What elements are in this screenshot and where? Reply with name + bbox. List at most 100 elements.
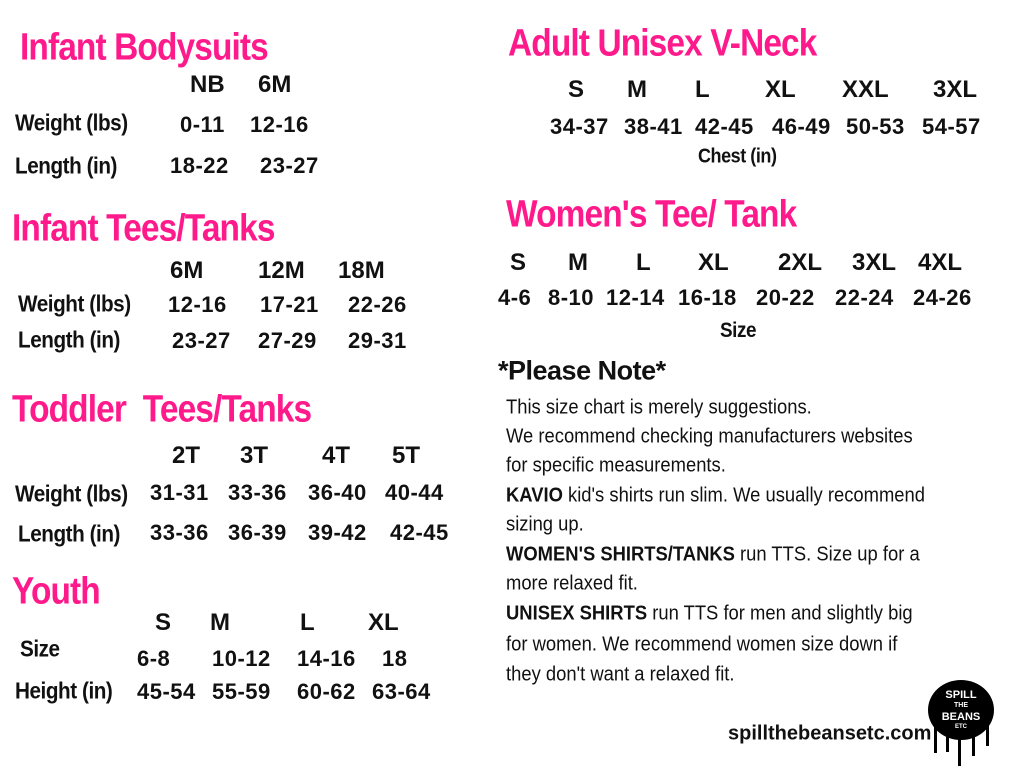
size-header: 12M — [258, 257, 305, 284]
row-label: Height (in) — [15, 677, 113, 704]
note-text: they don't want a relaxed fit. — [506, 663, 735, 686]
toddler-title: Toddler Tees/Tanks — [12, 388, 312, 431]
cell: 50-53 — [846, 114, 905, 139]
cell: 6-8 — [137, 646, 171, 671]
note-text: sizing up. — [506, 513, 584, 536]
cell: 22-24 — [835, 285, 894, 310]
cell: 42-45 — [695, 114, 754, 139]
row-label: Weight (lbs) — [15, 109, 128, 136]
size-header: 18M — [338, 257, 385, 284]
size-header: S — [568, 76, 585, 103]
unit-label: Size — [720, 319, 757, 342]
logo-drip — [946, 730, 949, 752]
size-header: XL — [368, 609, 399, 636]
youth-title: Youth — [12, 570, 101, 613]
note-text: for women. We recommend women size down … — [506, 633, 898, 656]
note-line: sizing up. — [506, 514, 584, 537]
size-header: L — [300, 609, 315, 636]
note-text: more relaxed fit. — [506, 572, 638, 595]
size-header: XL — [765, 76, 796, 103]
note-text: kid's shirts run slim. We usually recomm… — [562, 484, 926, 507]
note-emphasis: KAVIO — [506, 484, 563, 507]
cell: 12-16 — [168, 292, 227, 317]
size-header: XXL — [842, 76, 889, 103]
row-label: Weight (lbs) — [15, 480, 128, 507]
size-header: 6M — [170, 257, 204, 284]
cell: 46-49 — [772, 114, 831, 139]
cell: 20-22 — [756, 285, 815, 310]
logo-drip — [986, 726, 989, 746]
note-line: KAVIO kid's shirts run slim. We usually … — [506, 485, 925, 508]
size-header: M — [210, 609, 230, 636]
womens-title: Women's Tee/ Tank — [506, 193, 797, 236]
logo-drip — [958, 728, 961, 766]
cell: 12-14 — [606, 285, 665, 310]
note-text: run TTS for men and slightly big — [647, 602, 913, 625]
cell: 42-45 — [390, 520, 449, 545]
cell: 14-16 — [297, 646, 356, 671]
cell: 45-54 — [137, 679, 196, 704]
cell: 17-21 — [260, 292, 319, 317]
note-line: UNISEX SHIRTS run TTS for men and slight… — [506, 603, 913, 626]
size-header: 4XL — [918, 249, 963, 276]
cell: 0-11 — [180, 112, 225, 137]
cell: 33-36 — [150, 520, 209, 545]
cell: 29-31 — [348, 328, 407, 353]
size-header: 3T — [240, 442, 269, 469]
cell: 31-31 — [150, 480, 209, 505]
infant-tees-title: Infant Tees/Tanks — [12, 207, 275, 250]
note-emphasis: WOMEN'S SHIRTS/TANKS — [506, 543, 735, 566]
adult-unisex-title: Adult Unisex V-Neck — [508, 22, 817, 65]
cell: 23-27 — [172, 328, 231, 353]
logo-text: BEANS — [941, 711, 981, 723]
logo-text: SPILL — [945, 689, 977, 701]
note-line: they don't want a relaxed fit. — [506, 664, 735, 687]
size-header: M — [627, 76, 647, 103]
row-label: Length (in) — [15, 152, 117, 179]
size-header: S — [510, 249, 527, 276]
note-line: This size chart is merely suggestions. — [506, 397, 812, 420]
cell: 12-16 — [250, 112, 309, 137]
logo-text: ETC — [955, 724, 967, 730]
cell: 10-12 — [212, 646, 271, 671]
cell: 38-41 — [624, 114, 683, 139]
cell: 36-40 — [308, 480, 367, 505]
note-emphasis: UNISEX SHIRTS — [506, 602, 648, 625]
cell: 40-44 — [385, 480, 444, 505]
cell: 4-6 — [498, 285, 532, 310]
note-line: more relaxed fit. — [506, 573, 638, 596]
cell: 23-27 — [260, 153, 319, 178]
row-label: Length (in) — [18, 326, 120, 353]
size-header: M — [568, 249, 588, 276]
cell: 39-42 — [308, 520, 367, 545]
note-text: for specific measurements. — [506, 454, 726, 477]
note-line: for specific measurements. — [506, 455, 726, 478]
website-link[interactable]: spillthebeansetc.com — [728, 722, 932, 745]
logo-drip — [972, 730, 975, 756]
please-note-heading: *Please Note* — [498, 355, 666, 386]
logo-drip — [934, 725, 937, 753]
note-line: WOMEN'S SHIRTS/TANKS run TTS. Size up fo… — [506, 544, 920, 567]
cell: 27-29 — [258, 328, 317, 353]
note-line: We recommend checking manufacturers webs… — [506, 426, 913, 449]
size-header: L — [636, 249, 651, 276]
spill-the-beans-logo: SPILL THE BEANS ETC — [928, 680, 994, 740]
row-label: Size — [20, 635, 60, 662]
cell: 54-57 — [922, 114, 981, 139]
size-header: 6M — [258, 71, 292, 98]
row-label: Weight (lbs) — [18, 290, 131, 317]
logo-text: THE — [954, 702, 968, 709]
note-text: We recommend checking manufacturers webs… — [506, 425, 913, 448]
cell: 34-37 — [550, 114, 609, 139]
cell: 18-22 — [170, 153, 229, 178]
size-header: 3XL — [852, 249, 897, 276]
size-header: 4T — [322, 442, 351, 469]
cell: 33-36 — [228, 480, 287, 505]
size-header: S — [155, 609, 172, 636]
cell: 16-18 — [678, 285, 737, 310]
size-header: 2XL — [778, 249, 823, 276]
cell: 24-26 — [913, 285, 972, 310]
cell: 55-59 — [212, 679, 271, 704]
cell: 36-39 — [228, 520, 287, 545]
size-header: NB — [190, 71, 225, 98]
